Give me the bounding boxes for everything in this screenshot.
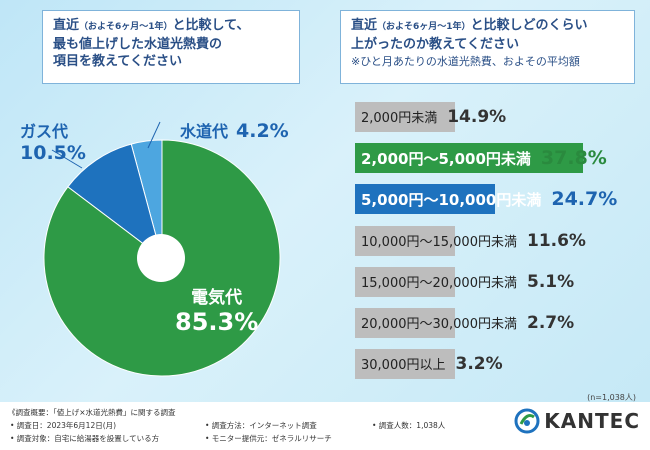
bar-row: 30,000円以上 3.2% (355, 349, 503, 379)
bar-category-label: 5,000円〜10,000円未満 (361, 191, 542, 209)
bar-value-label: 11.6% (526, 231, 586, 251)
bar-category-label: 10,000円〜15,000円未満 (361, 235, 517, 250)
pie-label-electric: 電気代 85.3% (175, 283, 258, 336)
bar-label: 15,000円〜20,000円未満 5.1% (355, 272, 574, 292)
pie-label-electric-pct: 85.3% (175, 308, 259, 336)
right-title-period: （およそ6ヶ月〜1年） (377, 22, 471, 32)
bar-label: 5,000円〜10,000円未満 24.7% (355, 188, 617, 210)
bar-category-label: 2,000円〜5,000円未満 (361, 150, 531, 168)
bar-label: 20,000円〜30,000円未満 2.7% (355, 313, 574, 333)
bar-row: 2,000円〜5,000円未満 37.8% (355, 143, 607, 173)
footer-date: • 調査日：2023年6月12日(月) (10, 421, 117, 430)
pie-center-hole (137, 234, 185, 282)
left-title-text: と比較して、 (172, 18, 250, 33)
kantec-logo-text: KANTEC (544, 409, 640, 433)
bar-label: 30,000円以上 3.2% (355, 354, 503, 374)
bar-category-label: 15,000円〜20,000円未満 (361, 276, 517, 291)
bar-row: 15,000円〜20,000円未満 5.1% (355, 267, 574, 297)
pie-label-gas-pct: 10.5% (20, 142, 86, 164)
pie-leader-line (147, 121, 161, 149)
pie-slice (67, 143, 163, 260)
left-title-text: 直近 (53, 18, 80, 33)
bar (355, 267, 455, 297)
bar (355, 226, 455, 256)
bar-value-label: 14.9% (447, 107, 507, 127)
left-chart-title: 直近（およそ6ヶ月〜1年）と比較して、 最も値上げした水道光熱費の 項目を教えて… (42, 10, 300, 84)
pie-label-electric-name: 電気代 (191, 288, 243, 308)
bar (355, 349, 455, 379)
footer-method: • 調査方法：インターネット調査 (205, 421, 317, 430)
right-title-text: 直近 (351, 18, 378, 33)
pie-label-gas: ガス代 10.5% (20, 118, 86, 164)
pie-label-gas-name: ガス代 (20, 122, 69, 141)
bar-value-label: 24.7% (551, 188, 618, 210)
bar-value-label: 2.7% (526, 313, 575, 333)
kantec-logo-icon (514, 408, 540, 434)
bar-category-label: 30,000円以上 (361, 358, 446, 373)
pie-label-water: 水道代 4.2% (180, 118, 289, 142)
kantec-logo: KANTEC (514, 408, 640, 434)
footer-provider: • モニター提供元：ゼネラルリサーチ (205, 434, 332, 443)
right-title-note: ※ひと月あたりの水道光熱費、およその平均額 (351, 55, 580, 68)
bar-row: 5,000円〜10,000円未満 24.7% (355, 184, 617, 214)
bar-row: 20,000円〜30,000円未満 2.7% (355, 308, 574, 338)
pie-label-water-pct: 4.2% (236, 120, 289, 142)
right-chart-title: 直近（およそ6ヶ月〜1年）と比較しどのくらい 上がったのか教えてください ※ひと… (340, 10, 635, 84)
sample-size-note: (n=1,038人) (587, 393, 636, 402)
bar-category-label: 20,000円〜30,000円未満 (361, 317, 517, 332)
bar-value-label: 37.8% (540, 147, 607, 169)
bar-value-label: 5.1% (526, 272, 575, 292)
footer-outline: 《調査概要：「値上げ×水道光熱費」に関する調査 (8, 408, 176, 417)
right-title-line2: 上がったのか教えてください (351, 37, 519, 52)
bar (355, 184, 495, 214)
footer-count: • 調査人数：1,038人 (372, 421, 446, 430)
bar-label: 10,000円〜15,000円未満 11.6% (355, 231, 586, 251)
right-title-text: と比較しどのくらい (470, 18, 588, 33)
survey-footer: 《調査概要：「値上げ×水道光熱費」に関する調査 • 調査日：2023年6月12日… (0, 402, 650, 450)
bar-row: 10,000円〜15,000円未満 11.6% (355, 226, 586, 256)
footer-target: • 調査対象：自宅に給湯器を設置している方 (10, 434, 160, 443)
pie-label-water-name: 水道代 (180, 122, 229, 141)
bar-value-label: 3.2% (455, 354, 503, 374)
pie-chart (43, 121, 281, 377)
bar-label: 2,000円〜5,000円未満 37.8% (355, 147, 607, 169)
left-title-line2: 最も値上げした水道光熱費の (53, 37, 223, 52)
bar (355, 308, 455, 338)
bar (355, 143, 583, 173)
bar-category-label: 2,000円未満 (361, 111, 438, 126)
bar-label: 2,000円未満 14.9% (355, 107, 506, 127)
bar (355, 102, 455, 132)
bar-row: 2,000円未満 14.9% (355, 102, 506, 132)
pie-leader-line (51, 149, 83, 169)
left-title-line3: 項目を教えてください (53, 54, 182, 69)
left-title-period: （およそ6ヶ月〜1年） (79, 22, 173, 32)
